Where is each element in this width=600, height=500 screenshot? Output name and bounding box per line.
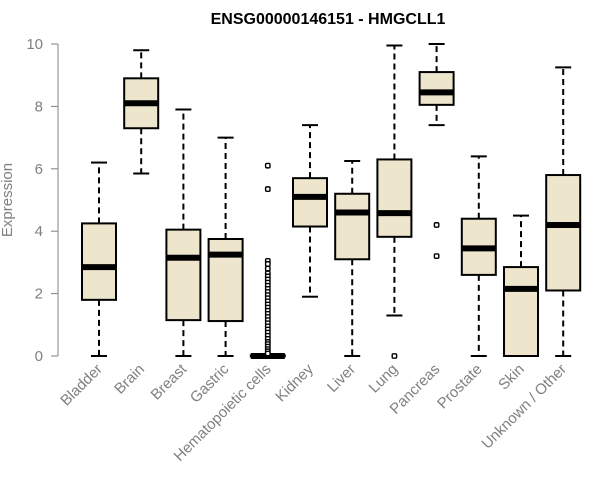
iqr-box — [334, 192, 371, 261]
outlier-point — [264, 261, 271, 267]
x-tick-label: Prostate — [434, 361, 486, 413]
box-bladder — [81, 161, 117, 357]
box-unknown-other — [545, 66, 582, 357]
outlier-point — [433, 222, 440, 228]
y-tick-label: 10 — [26, 36, 43, 53]
box-prostate — [460, 155, 497, 357]
boxes-group — [81, 43, 582, 359]
outlier-point — [264, 350, 271, 357]
box-skin — [503, 214, 539, 357]
y-axis-label: Expression — [0, 163, 16, 237]
y-tick-label: 6 — [35, 161, 43, 178]
box-brain — [123, 49, 160, 175]
x-tick-label: Bladder — [57, 361, 106, 410]
iqr-box — [165, 228, 202, 322]
outlier-point — [264, 265, 271, 272]
outlier-point — [391, 353, 398, 359]
x-tick-label: Kidney — [272, 360, 317, 405]
x-tick-label: Brain — [111, 361, 148, 398]
box-pancreas — [418, 43, 455, 260]
iqr-box — [376, 158, 413, 238]
y-axis: 0 2 4 6 8 10 — [26, 36, 59, 365]
y-tick-label: 4 — [35, 223, 43, 240]
iqr-box — [418, 71, 455, 106]
outlier-point — [264, 162, 271, 169]
x-tick-label: Lung — [366, 361, 402, 397]
iqr-box — [292, 177, 328, 228]
x-tick-label: Liver — [324, 361, 359, 396]
y-tick-label: 0 — [35, 348, 43, 365]
iqr-box — [503, 266, 539, 357]
box-gastric — [207, 136, 244, 357]
y-tick-label: 8 — [35, 98, 43, 115]
box-kidney — [292, 124, 328, 298]
iqr-box — [207, 238, 244, 323]
outlier-point — [433, 253, 440, 260]
box-lung — [376, 44, 413, 359]
iqr-box — [545, 174, 582, 292]
box-hematopoietic-cells — [249, 162, 286, 359]
outlier-point — [264, 186, 271, 192]
x-tick-label: Skin — [495, 361, 528, 394]
x-tick-label: Breast — [148, 360, 191, 403]
box-breast — [165, 108, 202, 357]
iqr-box — [81, 222, 117, 301]
y-tick-label: 2 — [35, 286, 43, 303]
box-liver — [334, 160, 371, 357]
chart-title: ENSG00000146151 - HMGCLL1 — [211, 11, 446, 28]
